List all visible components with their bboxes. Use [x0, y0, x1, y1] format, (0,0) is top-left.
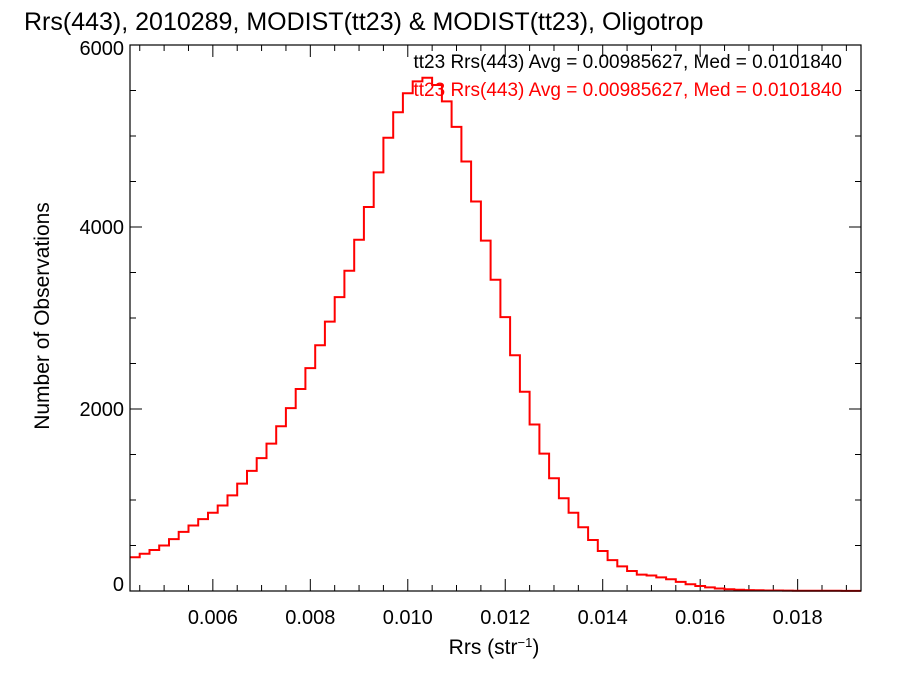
- x-tick-label: 0.008: [285, 607, 335, 629]
- chart-title: Rrs(443), 2010289, MODIST(tt23) & MODIST…: [24, 8, 703, 36]
- x-axis-label: Rrs (str−1): [449, 635, 540, 660]
- y-tick-label: 6000: [80, 38, 125, 60]
- plot-frame: [129, 44, 862, 592]
- histogram-series-line: [130, 76, 861, 592]
- x-tick-label: 0.012: [480, 607, 530, 629]
- x-axis-label-main: Rrs (str: [449, 636, 518, 659]
- legend-entry: tt23 Rrs(443) Avg = 0.00985627, Med = 0.…: [413, 52, 842, 73]
- legend: tt23 Rrs(443) Avg = 0.00985627, Med = 0.…: [413, 52, 842, 101]
- y-axis-label: Number of Observations: [31, 202, 54, 430]
- x-axis-label-superscript: −1: [518, 635, 533, 650]
- legend-entry: tt23 Rrs(443) Avg = 0.00985627, Med = 0.…: [413, 80, 842, 101]
- x-tick-label: 0.010: [383, 607, 433, 629]
- x-tick-label: 0.018: [773, 607, 823, 629]
- x-tick-label: 0.014: [578, 607, 628, 629]
- y-tick-label: 0: [113, 574, 124, 596]
- y-tick-label: 2000: [80, 399, 125, 421]
- x-axis-label-close: ): [532, 636, 539, 659]
- y-tick-label: 4000: [80, 217, 125, 239]
- axis-ticks: [130, 44, 861, 592]
- x-tick-label: 0.006: [188, 607, 238, 629]
- x-tick-label: 0.016: [675, 607, 725, 629]
- axis-tick-labels: 0.006 0.008 0.010 0.012 0.014 0.016 0.018 0 2000…: [80, 38, 823, 629]
